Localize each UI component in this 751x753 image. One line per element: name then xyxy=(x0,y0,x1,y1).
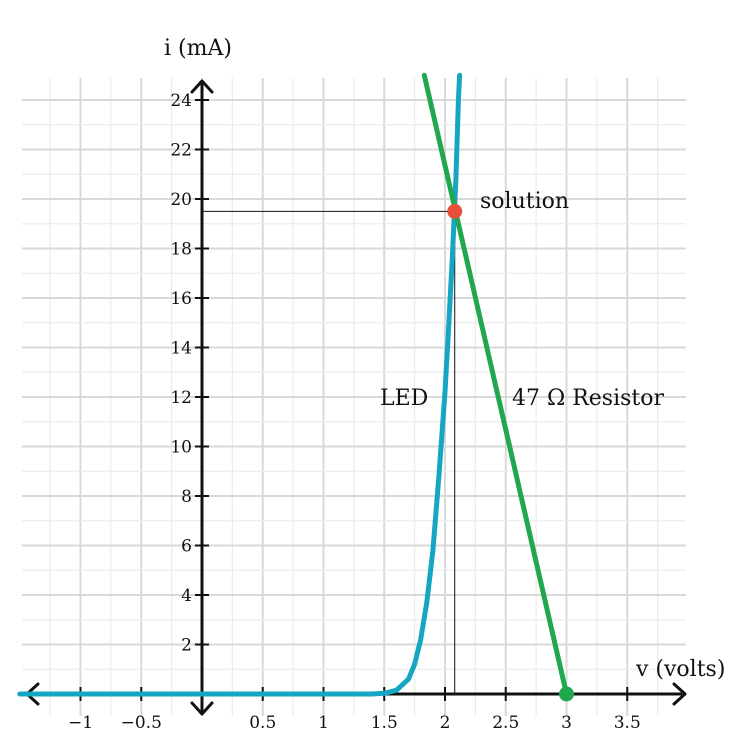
x-tick-label: 2.5 xyxy=(492,713,519,733)
x-axis-title: v (volts) xyxy=(635,657,725,682)
y-axis-bottom-arrow xyxy=(190,701,214,716)
y-tick-label: 12 xyxy=(170,388,192,408)
x-tick-label: 1.5 xyxy=(371,713,398,733)
y-axis-title: i (mA) xyxy=(164,36,232,61)
resistor-load-line xyxy=(421,72,569,697)
y-tick-label: 22 xyxy=(170,141,192,161)
y-tick-label: 14 xyxy=(170,339,192,359)
solution-guide-lines xyxy=(202,210,456,694)
y-tick-label: 24 xyxy=(170,91,192,111)
solution-point-marker xyxy=(447,203,463,219)
x-tick-label: 3 xyxy=(561,713,572,733)
y-tick-label: 18 xyxy=(170,240,192,260)
solution-label: solution xyxy=(480,189,569,214)
y-axis-top-arrow xyxy=(190,79,214,94)
resistor-label: 47 Ω Resistor xyxy=(512,386,665,411)
x-tick-label: 0.5 xyxy=(249,713,276,733)
x-tick-label: 1 xyxy=(318,713,329,733)
y-tick-label: 2 xyxy=(181,636,192,656)
y-tick-label: 6 xyxy=(181,537,192,557)
x-axis-right-arrow xyxy=(672,682,687,706)
x-tick-label: 3.5 xyxy=(614,713,641,733)
led-label: LED xyxy=(380,386,428,411)
y-tick-label: 4 xyxy=(181,586,192,606)
ticks: −1 −0.5 0.5 1 1.5 2 2.5 3 3.52468101214161820222… xyxy=(68,91,641,733)
labels: i (mA) v (volts) LED 47 Ω Resistor solut… xyxy=(164,36,725,682)
points xyxy=(447,203,574,702)
led-curve xyxy=(17,72,463,697)
y-tick-label: 10 xyxy=(170,438,192,458)
y-tick-label: 20 xyxy=(170,190,192,210)
resistor-endpoint-marker xyxy=(559,686,574,702)
y-tick-label: 8 xyxy=(181,487,192,507)
x-tick-label: 2 xyxy=(440,713,451,733)
x-tick-label: −1 xyxy=(68,713,93,733)
x-tick-label: −0.5 xyxy=(121,713,162,733)
y-tick-label: 16 xyxy=(170,289,192,309)
